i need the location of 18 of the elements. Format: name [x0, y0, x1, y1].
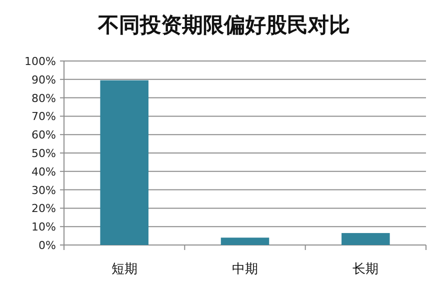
bar — [342, 233, 390, 245]
y-tick-label: 0% — [38, 239, 56, 252]
x-tick-label: 短期 — [111, 262, 138, 277]
bar — [220, 238, 270, 245]
y-tick-label: 40% — [32, 165, 56, 178]
bar — [100, 80, 148, 245]
y-tick-label: 90% — [32, 73, 56, 86]
y-tick-label: 50% — [32, 147, 56, 160]
y-tick-label: 100% — [24, 55, 56, 68]
y-tick-label: 10% — [32, 220, 56, 234]
chart-title: 不同投资期限偏好股民对比 — [97, 13, 350, 37]
y-tick-label: 70% — [32, 110, 56, 124]
y-tick-label: 80% — [32, 92, 56, 105]
y-tick-label: 60% — [32, 128, 56, 142]
y-tick-label: 30% — [32, 184, 56, 197]
x-tick-label: 中期 — [232, 262, 258, 277]
x-tick-label: 长期 — [352, 262, 379, 277]
y-tick-label: 20% — [32, 202, 56, 216]
